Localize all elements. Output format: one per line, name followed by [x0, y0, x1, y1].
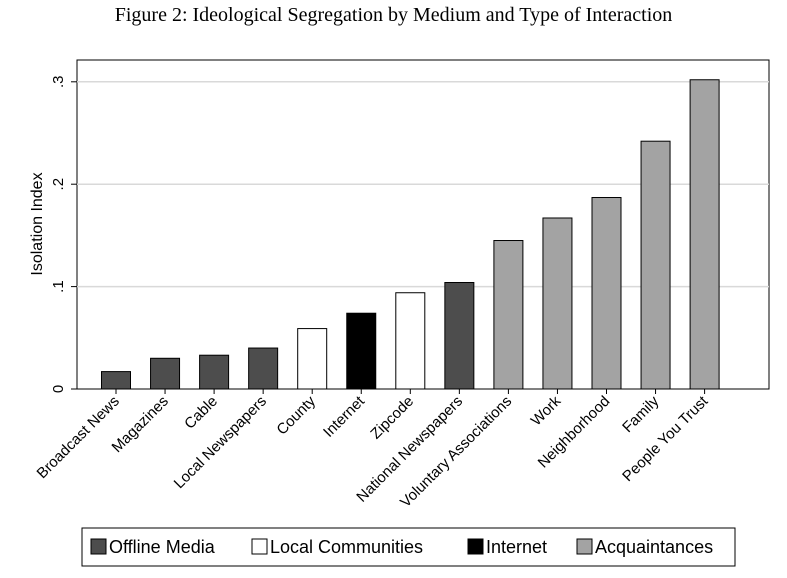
bar	[199, 354, 230, 390]
legend-swatch	[576, 538, 593, 555]
legend-label: Acquaintances	[595, 537, 713, 557]
bar	[101, 371, 131, 390]
legend-label: Offline Media	[109, 537, 216, 557]
legend-swatch	[467, 538, 484, 555]
bar	[591, 197, 622, 390]
y-tick-label: .3	[50, 76, 67, 89]
legend-swatch	[90, 538, 107, 555]
y-tick-label: .1	[50, 280, 67, 293]
y-tick-label: 0	[50, 385, 67, 393]
bar	[150, 357, 181, 390]
x-tick-label: Internet	[320, 392, 369, 441]
bar	[542, 217, 573, 390]
bar	[444, 282, 475, 390]
legend-label: Local Communities	[270, 537, 423, 557]
x-tick-label: Broadcast News	[34, 393, 123, 482]
x-tick-label: Zipcode	[367, 393, 417, 443]
x-tick-label: Family	[619, 392, 663, 436]
bar	[297, 328, 328, 390]
legend-label: Internet	[486, 537, 547, 557]
bar	[493, 240, 524, 390]
bars	[101, 79, 720, 390]
bar	[346, 312, 377, 390]
y-axis-title: Isolation Index	[29, 172, 46, 275]
bar	[395, 292, 426, 390]
legend: Offline Media Local Communities Internet Ac…	[81, 527, 736, 567]
bar	[689, 79, 720, 390]
y-axis: 0 .1 .2 .3	[50, 76, 77, 393]
x-tick-label: Cable	[181, 393, 221, 433]
legend-box	[81, 527, 736, 567]
legend-swatch	[251, 538, 268, 555]
y-tick-label: .2	[50, 178, 67, 191]
x-tick-label: Local Newspapers	[171, 393, 270, 492]
x-tick-label: People You Trust	[619, 392, 712, 485]
bar	[248, 347, 279, 390]
bar	[640, 140, 671, 390]
chart-title: Figure 2: Ideological Segregation by Med…	[114, 4, 673, 26]
x-tick-label: County	[273, 392, 319, 438]
x-tick-label: Work	[528, 392, 565, 429]
